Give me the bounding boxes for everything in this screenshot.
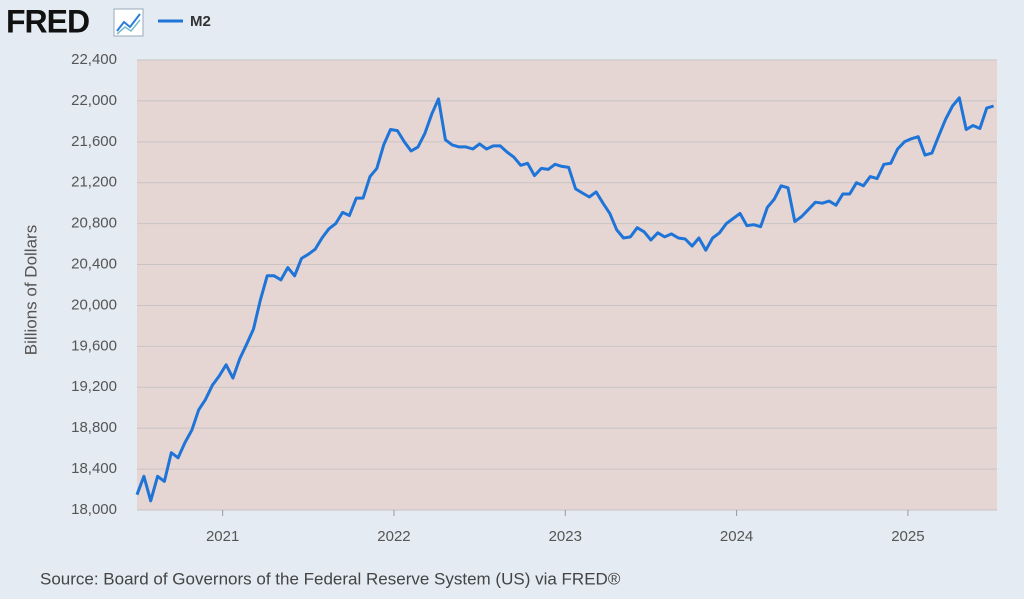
y-tick-label: 20,400 xyxy=(71,256,117,273)
x-tick-label: 2023 xyxy=(549,528,582,545)
plot-background xyxy=(137,60,997,510)
y-tick-label: 19,600 xyxy=(71,337,117,354)
series-line xyxy=(135,96,995,503)
source: Source: Board of Governors of the Federa… xyxy=(40,569,621,588)
y-tick-label: 21,200 xyxy=(71,174,117,191)
x-tick-label: 2022 xyxy=(377,528,410,545)
y-tick-label: 18,400 xyxy=(71,460,117,477)
y-axis-label: Billions of Dollars xyxy=(21,225,40,355)
y-tick-label: 18,000 xyxy=(71,501,117,518)
logo: FRED xyxy=(6,3,89,39)
x-tick-label: 2024 xyxy=(720,528,753,545)
x-tick-label: 2025 xyxy=(891,528,924,545)
y-tick-label: 18,800 xyxy=(71,419,117,436)
x-tick-label: 2021 xyxy=(206,528,239,545)
y-tick-label: 19,200 xyxy=(71,378,117,395)
y-tick-label: 22,000 xyxy=(71,92,117,109)
y-tick-label: 22,400 xyxy=(71,51,117,68)
y-tick-label: 20,000 xyxy=(71,296,117,313)
y-tick-label: 21,600 xyxy=(71,133,117,150)
y-tick-label: 20,800 xyxy=(71,215,117,232)
legend-label: M2 xyxy=(190,13,211,30)
logo-icon xyxy=(113,8,144,37)
